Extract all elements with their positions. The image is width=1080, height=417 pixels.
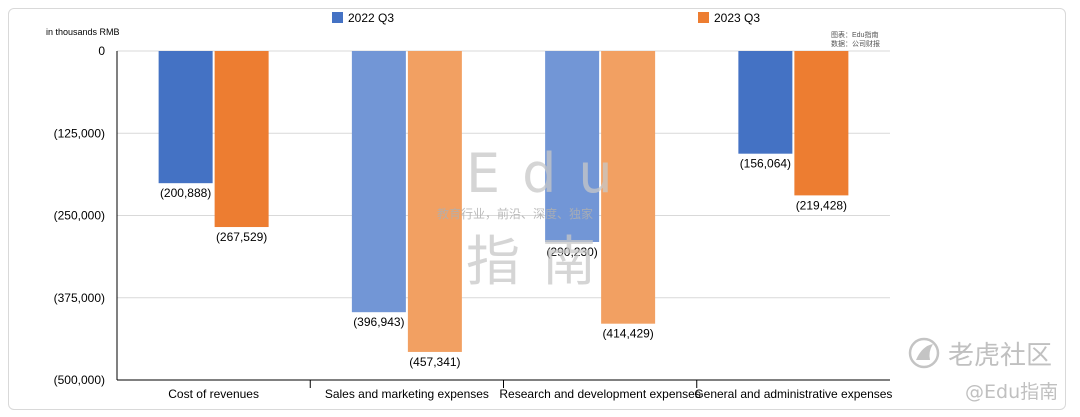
bar-2022-2 xyxy=(545,51,600,242)
bars-layer xyxy=(158,51,849,352)
category-label: General and administrative expenses xyxy=(694,387,892,401)
branding: 老虎社区 @Edu指南 xyxy=(908,337,1058,403)
watermark-latin: Edu xyxy=(466,142,635,205)
data-label: (457,341) xyxy=(409,355,460,369)
tiger-logo-icon xyxy=(908,337,940,369)
watermark: Edu 教育行业，前沿、深度、独家 指南 xyxy=(437,142,635,293)
community-handle: @Edu指南 xyxy=(965,381,1058,403)
data-label: (396,943) xyxy=(353,315,404,329)
bar-2023-3 xyxy=(794,51,849,196)
unit-label: in thousands RMB xyxy=(46,27,120,37)
legend-label-2023: 2023 Q3 xyxy=(714,11,760,25)
bar-2022-3 xyxy=(738,51,793,154)
y-tick-label: (500,000) xyxy=(54,373,105,387)
y-tick-label: (125,000) xyxy=(54,126,105,140)
labels-layer: (200,888) (267,529) (396,943) (457,341) (290… xyxy=(160,157,847,369)
watermark-tagline: 教育行业，前沿、深度、独家 xyxy=(437,206,593,221)
legend-label-2022: 2022 Q3 xyxy=(348,11,394,25)
source-line-data: 数据：公司财报 xyxy=(831,39,880,48)
data-label: (219,428) xyxy=(796,198,847,212)
y-tick-labels: 0 (125,000) (250,000) (375,000) (500,000) xyxy=(54,44,106,387)
source-line-chart: 图表：Edu指南 xyxy=(831,30,878,39)
bar-2023-1 xyxy=(407,51,462,352)
legend-swatch-2023 xyxy=(698,12,709,23)
data-label: (414,429) xyxy=(602,327,653,341)
data-label: (156,064) xyxy=(740,157,791,171)
y-tick-label: (375,000) xyxy=(54,291,105,305)
bar-2022-1 xyxy=(351,51,406,313)
data-label: (267,529) xyxy=(216,230,267,244)
bar-2022-0 xyxy=(158,51,213,184)
category-label: Cost of revenues xyxy=(168,387,259,401)
category-label: Research and development expenses xyxy=(499,387,700,401)
category-labels: Cost of revenues Sales and marketing expe… xyxy=(168,380,892,401)
data-label: (200,888) xyxy=(160,186,211,200)
watermark-chinese: 指南 xyxy=(466,230,618,293)
bar-2023-2 xyxy=(601,51,656,324)
community-name: 老虎社区 xyxy=(948,341,1052,371)
legend: 2022 Q3 2023 Q3 xyxy=(332,11,760,25)
y-tick-label: (250,000) xyxy=(54,209,105,223)
bar-2023-0 xyxy=(214,51,269,228)
legend-swatch-2022 xyxy=(332,12,343,23)
data-label: (290,230) xyxy=(546,245,597,259)
y-tick-label: 0 xyxy=(98,44,105,58)
category-label: Sales and marketing expenses xyxy=(325,387,489,401)
